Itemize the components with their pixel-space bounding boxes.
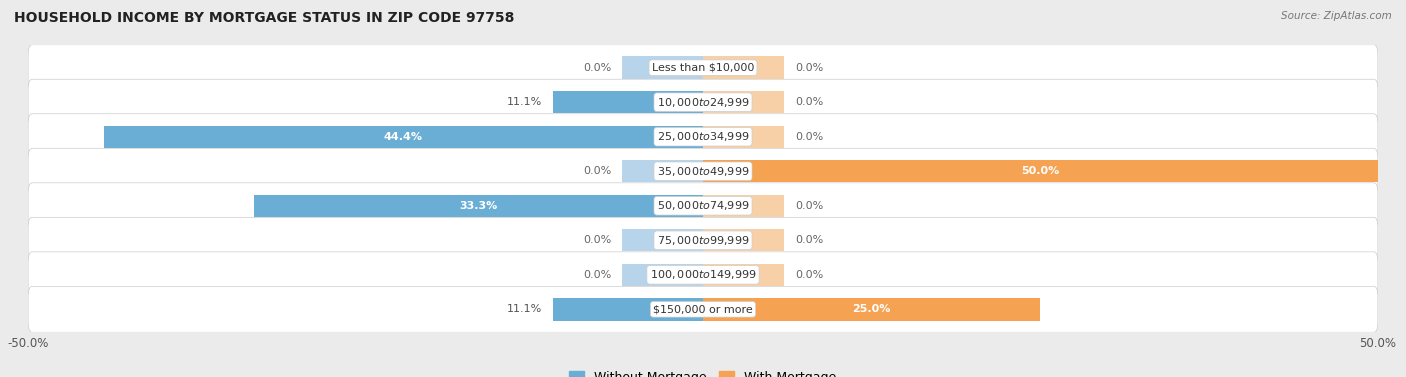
Bar [104, 126, 703, 148]
Bar [553, 91, 703, 113]
Text: 0.0%: 0.0% [583, 166, 612, 176]
Text: 0.0%: 0.0% [583, 270, 612, 280]
Text: 11.1%: 11.1% [508, 97, 543, 107]
Bar [703, 298, 1040, 320]
Bar [703, 91, 785, 113]
Bar [703, 195, 785, 217]
Bar [703, 264, 785, 286]
Bar [621, 160, 703, 182]
Text: 0.0%: 0.0% [583, 63, 612, 73]
FancyBboxPatch shape [28, 148, 1378, 194]
Text: 0.0%: 0.0% [794, 270, 823, 280]
Bar [253, 195, 703, 217]
Text: 11.1%: 11.1% [508, 304, 543, 314]
Legend: Without Mortgage, With Mortgage: Without Mortgage, With Mortgage [564, 366, 842, 377]
Text: $50,000 to $74,999: $50,000 to $74,999 [657, 199, 749, 212]
Bar [621, 229, 703, 251]
FancyBboxPatch shape [28, 79, 1378, 125]
Text: $150,000 or more: $150,000 or more [654, 304, 752, 314]
FancyBboxPatch shape [28, 183, 1378, 229]
Text: 0.0%: 0.0% [794, 235, 823, 245]
Bar [553, 91, 703, 113]
Bar [104, 126, 703, 148]
Text: Source: ZipAtlas.com: Source: ZipAtlas.com [1281, 11, 1392, 21]
Text: 0.0%: 0.0% [583, 235, 612, 245]
Text: Less than $10,000: Less than $10,000 [652, 63, 754, 73]
FancyBboxPatch shape [28, 114, 1378, 160]
Bar [553, 298, 703, 320]
FancyBboxPatch shape [28, 45, 1378, 90]
Text: 44.4%: 44.4% [384, 132, 423, 142]
FancyBboxPatch shape [28, 287, 1378, 332]
Bar [703, 229, 785, 251]
Text: 33.3%: 33.3% [460, 201, 498, 211]
Text: HOUSEHOLD INCOME BY MORTGAGE STATUS IN ZIP CODE 97758: HOUSEHOLD INCOME BY MORTGAGE STATUS IN Z… [14, 11, 515, 25]
Bar [703, 298, 1040, 320]
Bar [703, 126, 785, 148]
Text: 0.0%: 0.0% [794, 201, 823, 211]
Bar [703, 160, 1378, 182]
Bar [621, 57, 703, 79]
Text: 50.0%: 50.0% [1021, 166, 1060, 176]
Text: 0.0%: 0.0% [794, 97, 823, 107]
Text: 25.0%: 25.0% [852, 304, 891, 314]
Bar [621, 264, 703, 286]
Bar [703, 160, 1378, 182]
Text: 0.0%: 0.0% [794, 132, 823, 142]
Text: $100,000 to $149,999: $100,000 to $149,999 [650, 268, 756, 281]
Text: $75,000 to $99,999: $75,000 to $99,999 [657, 234, 749, 247]
FancyBboxPatch shape [28, 217, 1378, 263]
Text: 0.0%: 0.0% [794, 63, 823, 73]
Bar [703, 57, 785, 79]
Text: $10,000 to $24,999: $10,000 to $24,999 [657, 96, 749, 109]
Text: $35,000 to $49,999: $35,000 to $49,999 [657, 165, 749, 178]
Bar [253, 195, 703, 217]
Text: $25,000 to $34,999: $25,000 to $34,999 [657, 130, 749, 143]
Bar [553, 298, 703, 320]
FancyBboxPatch shape [28, 252, 1378, 298]
